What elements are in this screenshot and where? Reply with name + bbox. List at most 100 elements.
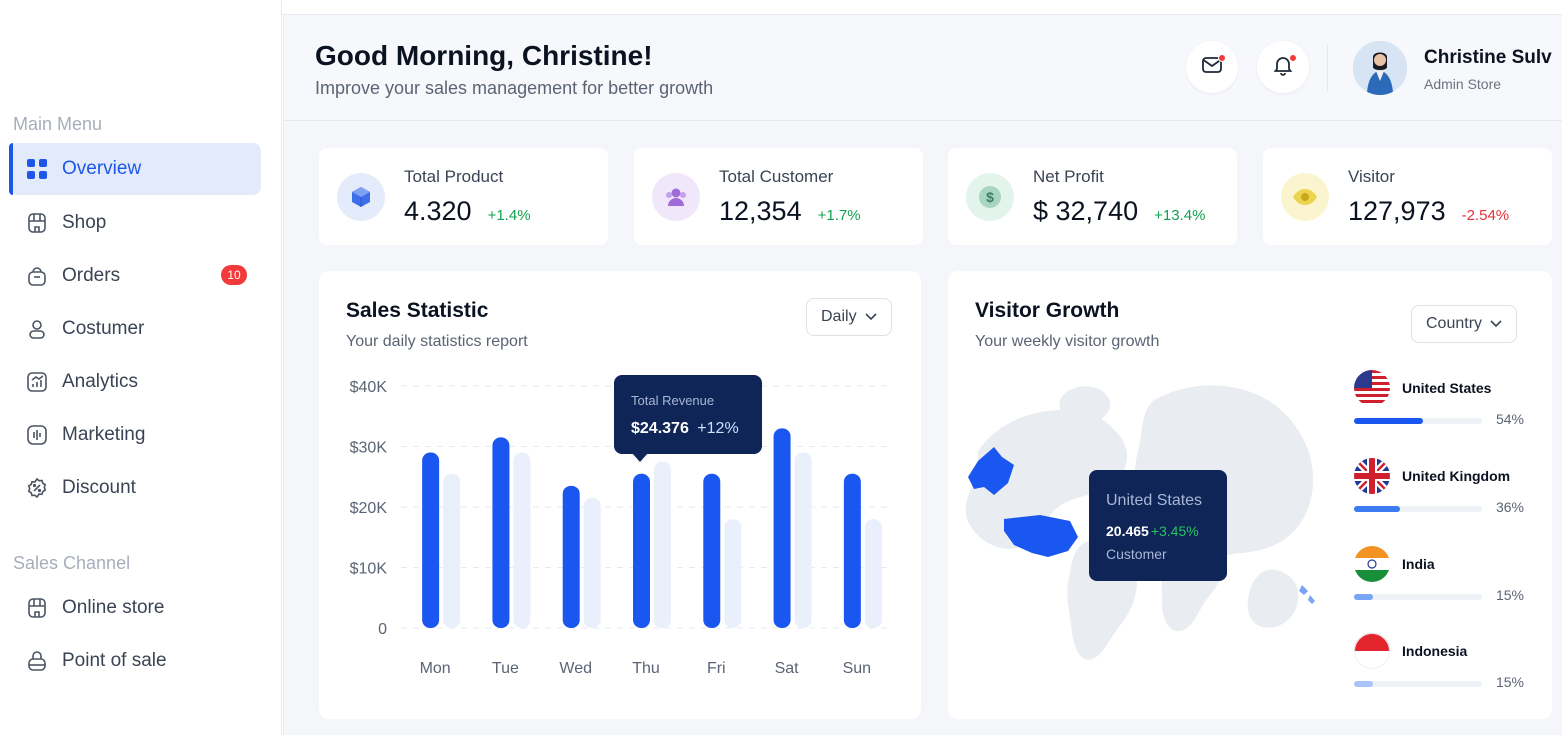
progress-fill: [1354, 418, 1424, 424]
stat-card-total-customer[interactable]: Total Customer 12,354 +1.7%: [634, 148, 923, 245]
y-tick-label: $40K: [350, 379, 388, 396]
page-title: Good Morning, Christine!: [315, 40, 653, 71]
panel-subtitle: Your daily statistics report: [346, 333, 528, 350]
stat-number: 12,354: [719, 196, 802, 226]
store-icon: [25, 596, 49, 620]
sidebar-item-point-of-sale[interactable]: Point of sale: [9, 635, 261, 687]
bar-secondary[interactable]: [583, 497, 601, 628]
progress-fill: [1354, 506, 1401, 512]
shop-icon: [25, 211, 49, 235]
country-percent: 15%: [1495, 587, 1524, 603]
uk-flag-icon: [1354, 458, 1390, 494]
bar-primary[interactable]: [492, 437, 510, 628]
sidebar-item-label: Costumer: [62, 318, 145, 339]
bar-primary[interactable]: [843, 473, 861, 628]
bag-icon: [25, 264, 49, 288]
sidebar: Main Menu Overview Shop Orders 10 Costu: [0, 0, 282, 735]
user-role: Admin Store: [1424, 76, 1502, 92]
stat-value: 127,973 -2.54%: [1348, 196, 1509, 227]
tooltip-value: $24.376 +12%: [631, 420, 739, 438]
bar-primary[interactable]: [703, 473, 721, 628]
pos-icon: [25, 649, 49, 673]
sales-statistic-panel: Sales Statistic Your daily statistics re…: [319, 271, 921, 719]
stat-label: Net Profit: [1033, 167, 1104, 186]
page-subtitle: Improve your sales management for better…: [315, 78, 714, 98]
user-name[interactable]: Christine Sulv: [1424, 47, 1552, 68]
progress-fill: [1354, 681, 1374, 687]
country-row-united-states[interactable]: United States 54%: [1354, 370, 1524, 440]
users-icon: [652, 173, 700, 221]
x-tick-label: Thu: [632, 660, 660, 677]
sidebar-item-marketing[interactable]: Marketing: [9, 409, 261, 461]
country-row-indonesia[interactable]: Indonesia 15%: [1354, 633, 1524, 703]
grid-icon: [25, 157, 49, 181]
tooltip-change: +12%: [697, 420, 739, 437]
x-tick-label: Sat: [775, 660, 800, 677]
country-percent: 54%: [1495, 411, 1524, 427]
sidebar-item-analytics[interactable]: Analytics: [9, 356, 261, 408]
country-name: India: [1402, 556, 1435, 572]
country-dropdown[interactable]: Country: [1411, 305, 1518, 343]
bar-primary[interactable]: [773, 428, 791, 628]
period-dropdown[interactable]: Daily: [806, 298, 892, 336]
bar-primary[interactable]: [562, 485, 580, 628]
sidebar-item-online-store[interactable]: Online store: [9, 582, 261, 634]
country-row-india[interactable]: India 15%: [1354, 546, 1524, 616]
bar-secondary[interactable]: [724, 519, 742, 628]
stat-card-visitor[interactable]: Visitor 127,973 -2.54%: [1263, 148, 1552, 245]
country-row-united-kingdom[interactable]: United Kingdom 36%: [1354, 458, 1524, 528]
sidebar-item-costumer[interactable]: Costumer: [9, 303, 261, 355]
stat-number: $ 32,740: [1033, 196, 1139, 226]
stat-number: 127,973: [1348, 196, 1446, 226]
progress-track: [1354, 506, 1482, 512]
x-tick-label: Tue: [492, 660, 519, 677]
discount-icon: [25, 476, 49, 500]
eye-icon: [1281, 173, 1329, 221]
sidebar-item-label: Overview: [62, 158, 142, 179]
sidebar-item-shop[interactable]: Shop: [9, 197, 261, 249]
sidebar-item-discount[interactable]: Discount: [9, 462, 261, 514]
bar-secondary[interactable]: [794, 452, 812, 628]
sidebar-item-orders[interactable]: Orders 10: [9, 250, 261, 302]
unread-dot: [1218, 54, 1226, 62]
stat-number: 4.320: [404, 196, 472, 226]
y-tick-label: $30K: [350, 440, 388, 457]
marketing-icon: [25, 423, 49, 447]
x-tick-label: Wed: [559, 660, 592, 677]
stat-label: Visitor: [1348, 167, 1395, 186]
user-icon: [25, 317, 49, 341]
messages-button[interactable]: [1186, 41, 1238, 93]
stat-change: +1.4%: [487, 207, 531, 224]
notifications-button[interactable]: [1257, 41, 1309, 93]
country-name: Indonesia: [1402, 643, 1468, 659]
tooltip-count: 20.465: [1106, 523, 1149, 539]
bell-icon: [1271, 53, 1295, 82]
bar-primary[interactable]: [422, 452, 440, 628]
progress-track: [1354, 418, 1482, 424]
dropdown-value: Country: [1426, 315, 1483, 332]
sales-channel-label: Sales Channel: [13, 553, 131, 573]
sidebar-item-label: Online store: [62, 597, 165, 618]
bar-secondary[interactable]: [864, 519, 882, 628]
revenue-tooltip: Total Revenue $24.376 +12%: [614, 375, 762, 462]
bar-primary[interactable]: [633, 473, 650, 628]
main-content: Good Morning, Christine! Improve your sa…: [283, 14, 1562, 735]
analytics-icon: [25, 370, 49, 394]
progress-track: [1354, 681, 1482, 687]
stat-card-total-product[interactable]: Total Product 4.320 +1.4%: [319, 148, 608, 245]
svg-text:$: $: [986, 189, 994, 205]
tooltip-label: Total Revenue: [631, 393, 715, 408]
sidebar-item-overview[interactable]: Overview: [9, 143, 261, 195]
bar-secondary[interactable]: [443, 473, 461, 628]
avatar[interactable]: [1353, 41, 1407, 95]
bar-secondary[interactable]: [513, 452, 531, 628]
sidebar-item-label: Marketing: [62, 424, 146, 445]
tooltip-metric: Customer: [1106, 546, 1167, 562]
panel-title: Visitor Growth: [975, 299, 1120, 322]
stat-card-net-profit[interactable]: $ Net Profit $ 32,740 +13.4%: [948, 148, 1237, 245]
sidebar-item-label: Analytics: [62, 371, 139, 392]
bar-secondary[interactable]: [654, 461, 671, 628]
orders-count-badge: 10: [221, 265, 247, 285]
stat-change: +13.4%: [1154, 207, 1206, 224]
